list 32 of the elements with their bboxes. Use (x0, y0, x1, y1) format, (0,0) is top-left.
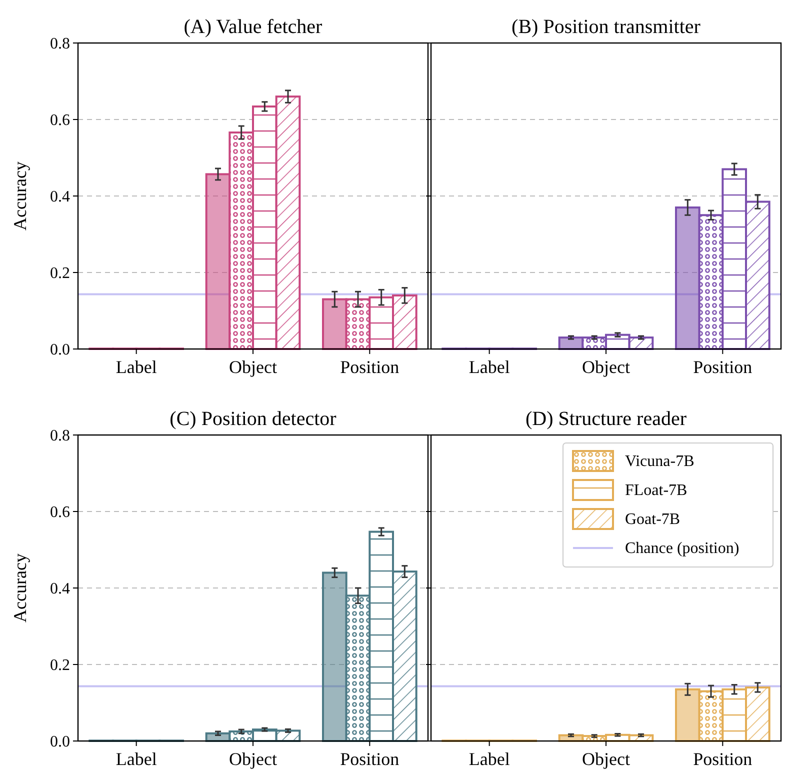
x-tick-label: Position (340, 357, 400, 377)
y-tick-label: 0.2 (50, 265, 70, 282)
x-tick-label: Object (229, 357, 277, 377)
chart-title: (D) Structure reader (525, 408, 687, 430)
chart-title: (A) Value fetcher (184, 16, 323, 38)
y-tick-label: 0.4 (50, 188, 70, 206)
y-axis-title: Accuracy (10, 162, 30, 230)
x-tick-label: Position (693, 357, 752, 377)
y-tick-label: 0.6 (50, 504, 70, 522)
y-tick-label: 0.0 (50, 734, 70, 751)
x-tick-label: Label (468, 357, 510, 377)
y-tick-label: 0.0 (50, 342, 70, 359)
chart-title: (C) Position detector (170, 408, 337, 430)
legend-label: Vicuna-7B (625, 453, 694, 470)
y-tick-label: 0.6 (50, 112, 70, 130)
chart-title: (B) Position transmitter (512, 16, 701, 38)
y-tick-label: 0.2 (50, 657, 70, 674)
y-axis-title: Accuracy (10, 554, 30, 622)
x-tick-label: Label (116, 357, 157, 377)
y-tick-label: 0.8 (50, 36, 70, 53)
x-tick-label: Position (340, 749, 400, 769)
legend-label: Goat-7B (625, 511, 680, 528)
legend-label: Chance (position) (625, 540, 740, 557)
x-tick-label: Object (229, 749, 277, 769)
x-tick-label: Object (582, 749, 630, 769)
legend-label: FLoat-7B (625, 482, 688, 499)
y-tick-label: 0.8 (50, 428, 70, 445)
x-tick-label: Object (582, 357, 630, 377)
x-tick-label: Position (693, 749, 752, 769)
x-tick-label: Label (468, 749, 510, 769)
x-tick-label: Label (116, 749, 157, 769)
y-tick-label: 0.4 (50, 580, 70, 598)
